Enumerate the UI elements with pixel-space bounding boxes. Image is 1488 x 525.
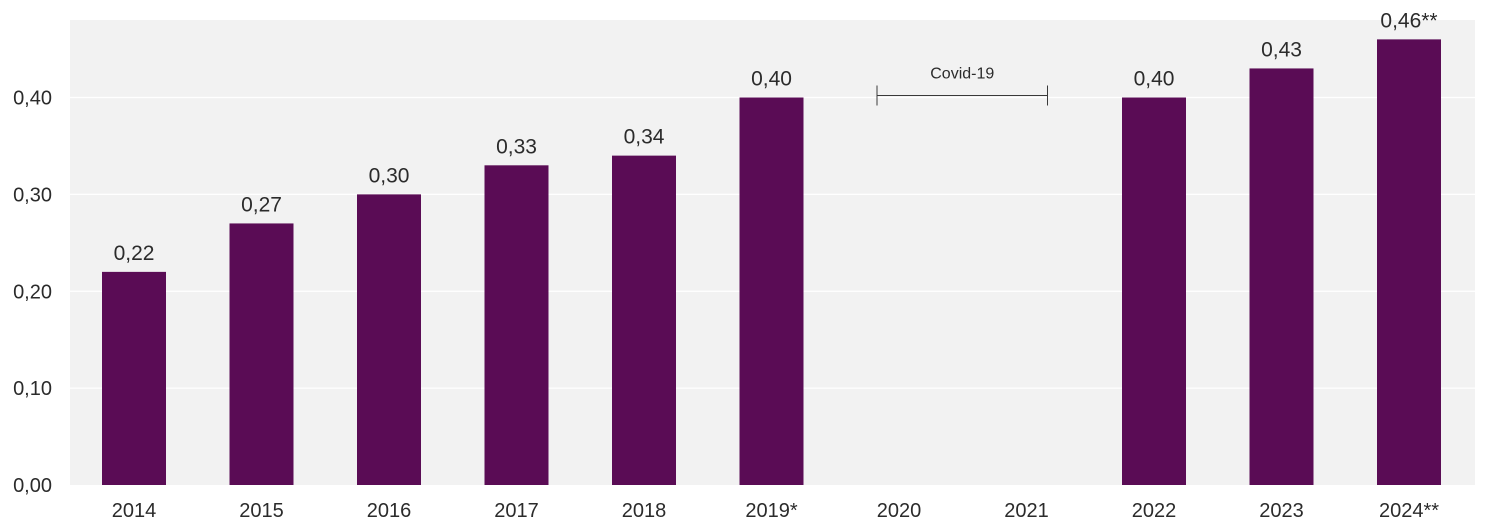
data-label: 0,46** [1380, 9, 1437, 32]
x-tick-label: 2017 [494, 500, 539, 522]
data-label: 0,40 [751, 68, 792, 91]
bar-2016 [357, 194, 421, 485]
annotations: Covid-19 [876, 66, 1048, 106]
y-tick-label: 0,00 [13, 475, 52, 497]
y-tick-label: 0,10 [13, 378, 52, 400]
x-tick-label: 2014 [112, 500, 157, 522]
data-label: 0,33 [496, 135, 537, 158]
x-tick-label: 2016 [367, 500, 412, 522]
data-label: 0,30 [369, 164, 410, 187]
bar-2017 [484, 165, 549, 485]
bar-2023 [1249, 68, 1314, 485]
x-tick-label: 2015 [239, 500, 284, 522]
bar-2022 [1122, 97, 1186, 485]
x-axis-ticks: 2014 2015 2016 2017 2018 2019* 2020 2021 2022 202… [112, 500, 1439, 522]
data-label: 0,43 [1261, 38, 1302, 61]
data-labels: 0,22 0,27 0,30 0,33 0,34 0,40 0,40 0,43 0,46** [114, 9, 1438, 265]
bar-2024 [1377, 39, 1441, 485]
covid-annotation: Covid-19 [876, 66, 1048, 106]
bar-2018 [612, 155, 676, 485]
bars [102, 39, 1441, 485]
y-axis-ticks: 0,00 0,10 0,20 0,30 0,40 [13, 88, 52, 498]
x-tick-label: 2019* [745, 500, 797, 522]
data-label: 0,22 [114, 242, 155, 265]
bar-2014 [102, 271, 166, 485]
data-label: 0,40 [1134, 68, 1175, 91]
x-tick-label: 2023 [1259, 500, 1304, 522]
annotation-label: Covid-19 [930, 66, 994, 83]
data-label: 0,34 [624, 126, 665, 149]
bar-2015 [229, 223, 294, 485]
x-tick-label: 2024** [1379, 500, 1439, 522]
x-tick-label: 2020 [877, 500, 922, 522]
y-tick-label: 0,20 [13, 281, 52, 303]
bar-2019 [739, 97, 804, 485]
y-tick-label: 0,40 [13, 88, 52, 110]
x-tick-label: 2018 [622, 500, 667, 522]
data-label: 0,27 [241, 193, 282, 216]
x-tick-label: 2021 [1004, 500, 1049, 522]
y-tick-label: 0,30 [13, 184, 52, 206]
x-tick-label: 2022 [1132, 500, 1177, 522]
